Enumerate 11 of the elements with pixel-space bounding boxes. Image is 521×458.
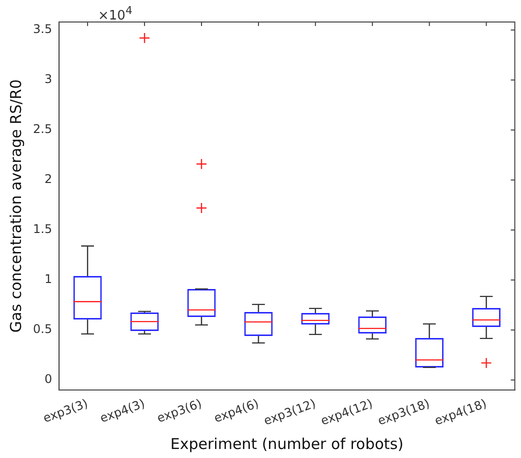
y-tick-label: 1.5: [32, 222, 52, 236]
y-tick-label: 1: [44, 272, 52, 286]
y-tick-label: 0.5: [32, 322, 52, 336]
y-tick-label: 0: [44, 372, 52, 386]
y-tick-label: 3: [44, 72, 52, 86]
y-tick-label: 3.5: [32, 22, 52, 36]
x-axis-title: Experiment (number of robots): [170, 434, 404, 453]
y-tick-label: 2.5: [32, 122, 52, 136]
annotation: ×10$^{4}$: [98, 4, 132, 24]
y-tick-label: 2: [44, 172, 52, 186]
y-axis-title: Gas concentration average RS/R0: [6, 79, 25, 333]
